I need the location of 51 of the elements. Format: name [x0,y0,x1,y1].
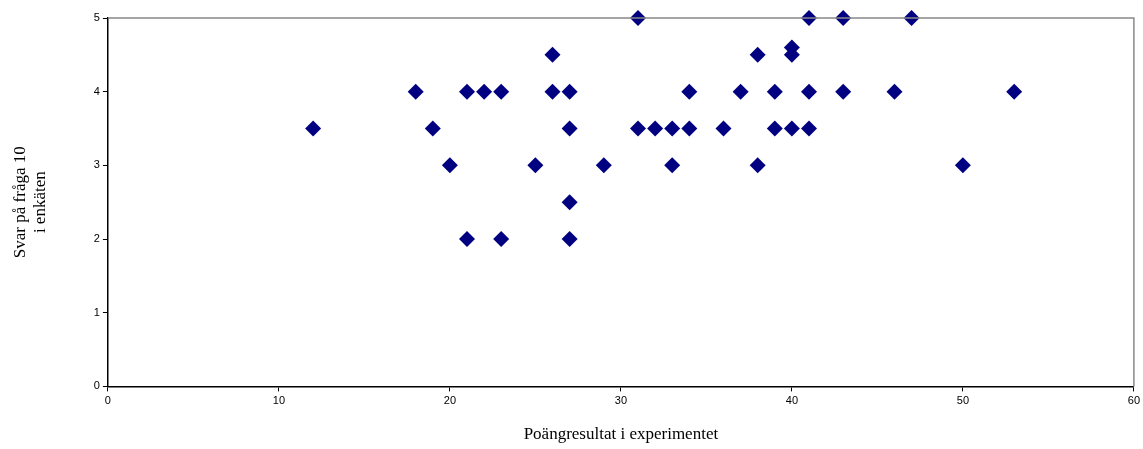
point [561,194,578,211]
point [664,120,681,137]
point [732,83,749,100]
x-tick-label: 20 [443,394,457,407]
y-tick-label: 1 [93,305,100,318]
point [1006,83,1023,100]
point [561,231,578,248]
point [441,157,458,174]
y-tick-label: 4 [93,84,100,97]
x-axis-title: Poängresultat i experimentet [523,424,719,444]
point [407,83,424,100]
point [783,120,800,137]
point [476,83,493,100]
point [630,120,646,137]
point [954,157,971,174]
point [664,157,681,174]
point [424,120,441,137]
x-tick-label: 60 [1127,394,1141,407]
point [459,231,476,248]
point [800,83,817,100]
point [766,120,783,137]
point [459,83,476,100]
y-tick-label: 5 [93,11,100,24]
x-tick-label: 40 [785,394,799,407]
point [647,120,664,137]
point [305,120,322,137]
y-tick-label: 3 [93,158,100,171]
point [749,157,766,174]
point [493,231,510,248]
point [681,120,698,137]
point [561,83,578,100]
point [800,120,817,137]
y-tick-label: 0 [93,379,100,392]
point [527,157,544,174]
point [681,83,698,100]
point [544,46,561,63]
y-axis-title: Svar på fråga 10 i enkäten [9,146,50,259]
x-tick-label: 10 [272,394,286,407]
point [544,83,561,100]
point [835,83,852,100]
point [749,46,766,63]
point [493,83,510,100]
x-tick-label: 0 [104,394,111,407]
x-tick-label: 30 [614,394,628,407]
point [561,120,578,137]
point [595,157,612,174]
point [766,83,783,100]
x-tick-label: 50 [956,394,970,407]
point [886,83,903,100]
y-tick-label: 2 [93,232,100,245]
point [715,120,732,137]
